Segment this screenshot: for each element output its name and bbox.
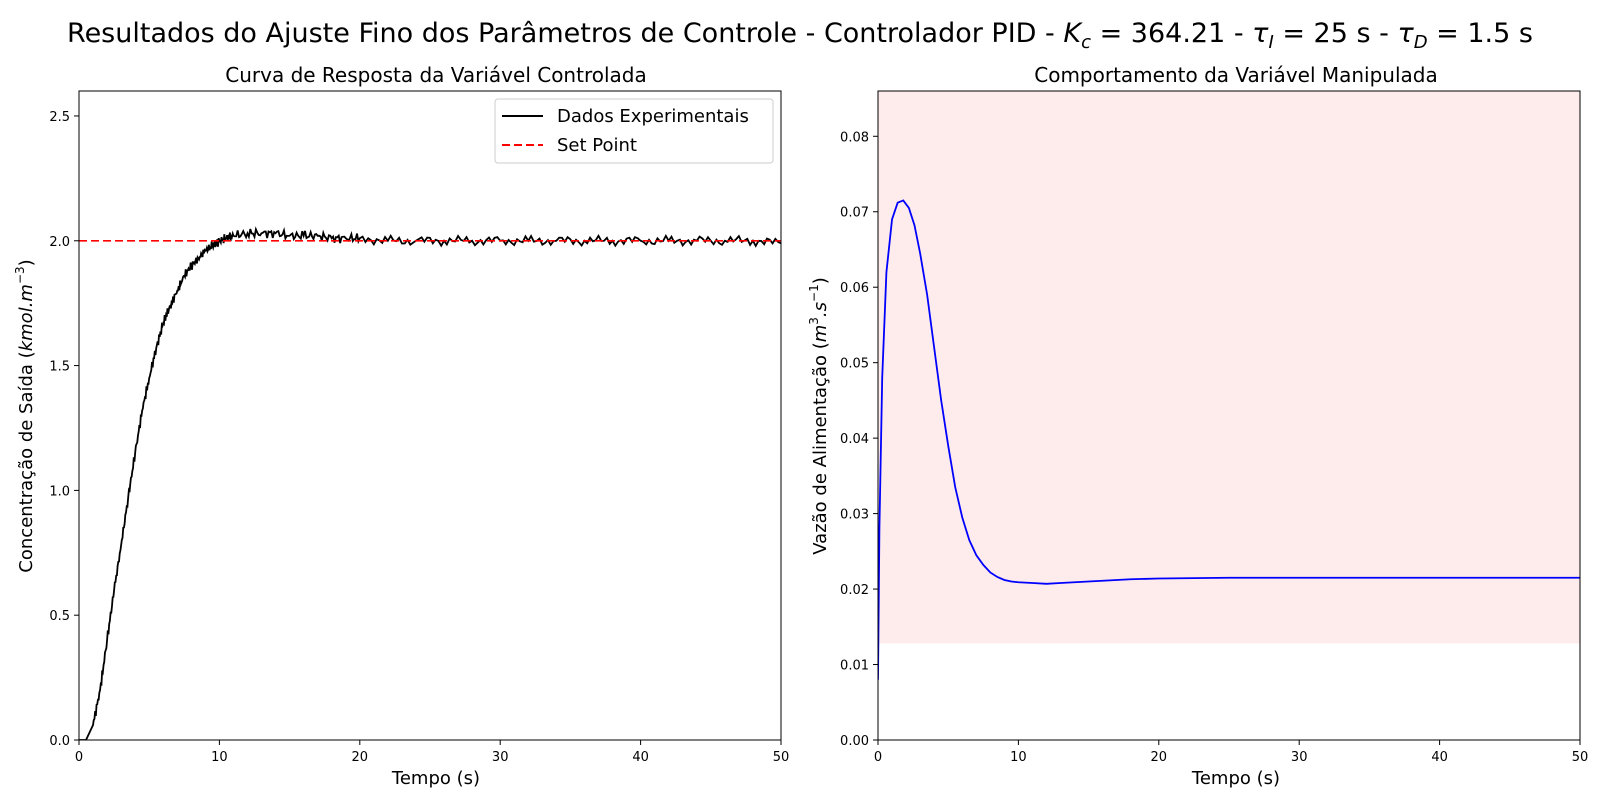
chart-left-xtick-label: 10: [211, 750, 228, 765]
ti-subscript: I: [1268, 32, 1273, 53]
kc-value: = 364.21 -: [1091, 18, 1252, 49]
chart-left-xtick-label: 50: [773, 750, 790, 765]
chart-right-ylabel-exp: 3: [807, 317, 821, 325]
td-symbol: τ: [1397, 18, 1414, 49]
chart-right-xtick-label: 10: [1010, 750, 1027, 765]
chart-right-ytick-label: 0.08: [840, 130, 869, 145]
chart-right-series-series-0: [878, 199, 1580, 680]
chart-right-xtick-label: 0: [874, 750, 882, 765]
chart-right-ylabel-unit: m: [810, 325, 831, 343]
chart-left-xtick-label: 40: [632, 750, 649, 765]
chart-left-legend: Dados Experimentais Set Point: [494, 98, 774, 164]
chart-right-title: Comportamento da Variável Manipulada: [1034, 63, 1438, 87]
chart-left-plot-area: 0 10 20 30 40 50 0.0 0.5 1.0 1.5 2.0 2.5: [49, 90, 790, 765]
ti-value: = 25 s -: [1274, 18, 1398, 49]
kc-symbol: K: [1063, 18, 1083, 49]
chart-left-ytick-label: 2.5: [49, 110, 70, 125]
chart-left-ylabel-unit: kmol.m: [16, 284, 37, 351]
chart-left-xlabel: Tempo (s): [391, 768, 480, 789]
chart-right-ytick-label: 0.01: [840, 659, 869, 674]
kc-subscript: c: [1081, 32, 1091, 53]
chart-right-ylabel-prefix: Vazão de Alimentação (: [810, 342, 831, 554]
chart-left-ylabel-suffix: ): [16, 259, 37, 266]
chart-left-xtick-label: 20: [352, 750, 369, 765]
chart-right-xtick-label: 50: [1572, 750, 1589, 765]
chart-right-shaded-region: [878, 91, 1580, 644]
figure-title-prefix: Resultados do Ajuste Fino dos Parâmetros…: [67, 18, 1063, 49]
chart-right-ytick-label: 0.00: [840, 734, 869, 749]
chart-right-ytick-label: 0.07: [840, 206, 869, 221]
chart-right-ylabel: Vazão de Alimentação (m3.s−1): [807, 277, 831, 555]
chart-right-axes-frame: [877, 90, 1581, 741]
chart-right-ytick-label: 0.03: [840, 508, 869, 523]
chart-left-series-dados-experimentais: [79, 226, 781, 740]
chart-left-ylabel-prefix: Concentração de Saída (: [16, 351, 37, 572]
chart-left-xtick-label: 30: [492, 750, 509, 765]
chart-left-ytick-label: 0.5: [49, 609, 70, 624]
ti-symbol: τ: [1252, 18, 1269, 49]
legend-label-experimental: Dados Experimentais: [557, 106, 749, 127]
chart-left-ylabel: Concentração de Saída (kmol.m−3): [13, 259, 37, 572]
chart-left-ytick-label: 1.5: [49, 360, 70, 375]
chart-right-xtick-label: 30: [1291, 750, 1308, 765]
td-value: = 1.5 s: [1428, 18, 1533, 49]
chart-left-ytick-label: 0.0: [49, 734, 70, 749]
chart-right-xtick-label: 20: [1151, 750, 1168, 765]
td-subscript: D: [1414, 32, 1428, 53]
legend-frame: [494, 98, 774, 164]
figure-title: Resultados do Ajuste Fino dos Parâmetros…: [67, 18, 1533, 53]
chart-left-title: Curva de Resposta da Variável Controlada: [225, 63, 646, 87]
chart-left-axes-frame: [78, 90, 782, 741]
legend-label-setpoint: Set Point: [557, 135, 637, 156]
chart-right-ytick-label: 0.06: [840, 281, 869, 296]
chart-left: Curva de Resposta da Variável Controlada…: [13, 63, 789, 789]
chart-right-ytick-label: 0.04: [840, 432, 869, 447]
chart-right-ylabel-exp2: −1: [807, 284, 821, 302]
chart-left-xtick-label: 0: [75, 750, 83, 765]
chart-left-ylabel-exp: −3: [13, 266, 27, 284]
chart-right-xtick-label: 40: [1431, 750, 1448, 765]
chart-right: Comportamento da Variável Manipulada 0 10…: [807, 63, 1588, 789]
chart-right-ylabel-suffix: ): [810, 277, 831, 284]
chart-left-ytick-label: 2.0: [49, 235, 70, 250]
chart-right-xlabel: Tempo (s): [1191, 768, 1280, 789]
chart-right-ytick-label: 0.02: [840, 583, 869, 598]
chart-left-ytick-label: 1.0: [49, 484, 70, 499]
chart-right-plot-area: 0 10 20 30 40 50 0.00 0.01 0.02 0.03 0.04 0.05 0.06 0…: [840, 90, 1589, 765]
chart-right-ylabel-mid: .s: [810, 302, 831, 317]
chart-right-ytick-label: 0.05: [840, 357, 869, 372]
